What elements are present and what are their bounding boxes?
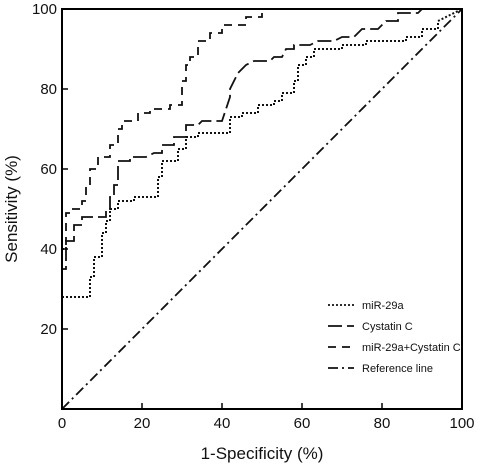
x-tick-label: 0 (58, 415, 66, 432)
legend: miR-29a Cystatin C miR-29a+Cystatin C Refer… (328, 300, 461, 375)
series-line-3 (61, 8, 462, 409)
y-tick-label: 80 (40, 81, 57, 98)
legend-label: miR-29a+Cystatin C (362, 342, 461, 354)
x-tick-label: 80 (374, 415, 391, 432)
legend-label: Cystatin C (362, 321, 413, 333)
x-tick-label: 40 (214, 415, 231, 432)
y-tick-label: 60 (40, 161, 57, 178)
legend-label: miR-29a (362, 300, 404, 312)
x-tick-label: 60 (294, 415, 311, 432)
y-tick-label: 20 (40, 321, 57, 338)
series-line-4 (61, 8, 463, 410)
series-layer (61, 8, 463, 410)
x-tick-label: 100 (449, 415, 474, 432)
ticks-layer: 0 20 40 60 80 100 20 40 60 80 100 (32, 1, 475, 432)
plot-frame (61, 8, 463, 410)
series-line-1 (61, 8, 463, 409)
y-axis-title: Sensitivity (%) (2, 155, 21, 263)
y-tick-label: 40 (40, 241, 57, 258)
y-tick-label: 100 (32, 1, 57, 18)
legend-label: Reference line (362, 363, 433, 375)
x-axis-title: 1-Specificity (%) (201, 444, 324, 463)
x-tick-label: 20 (134, 415, 151, 432)
series-line-2 (61, 8, 462, 409)
